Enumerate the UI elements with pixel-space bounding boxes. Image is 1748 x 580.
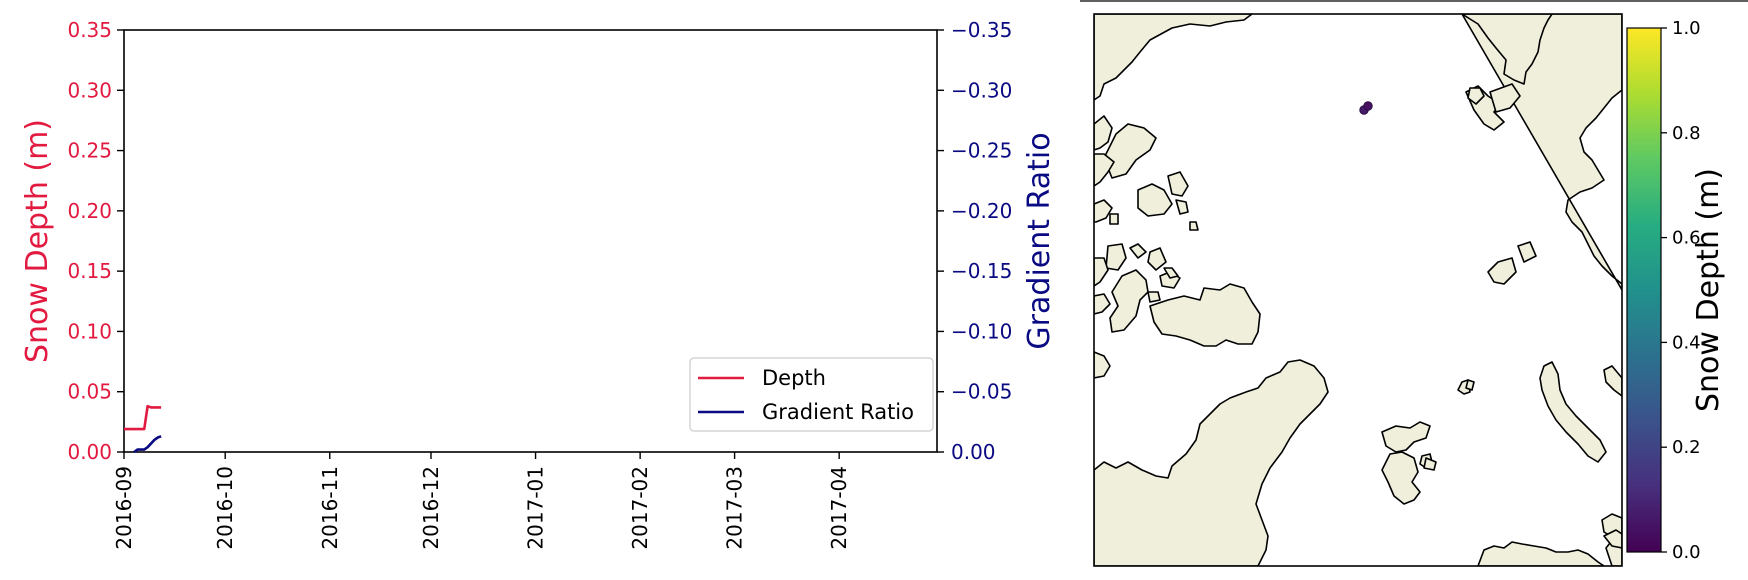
left-y-tick-label: 0.30	[67, 78, 112, 102]
plot-frame	[123, 29, 938, 453]
land-island-l	[1094, 257, 1109, 287]
map-panel: 0.0 0.2 0.4 0.6 0.8 1.0 Snow Depth (m)	[1080, 0, 1748, 567]
series-line-depth	[124, 404, 162, 431]
land-severnaya	[1487, 257, 1517, 285]
colorbar-label: Snow Depth (m)	[1691, 168, 1726, 412]
land-scandinavia	[1477, 541, 1605, 566]
right-y-tick-label: −0.30	[951, 78, 1012, 102]
land-ellesmere	[1103, 123, 1157, 179]
map-frame	[1093, 13, 1623, 567]
colorbar-tick-label: 0.0	[1672, 542, 1701, 563]
land-yamal	[1603, 365, 1622, 397]
right-y-tick-label: −0.35	[951, 18, 1012, 42]
land-svalbard-b	[1381, 451, 1421, 505]
x-tick-label: 2017-01	[524, 466, 548, 550]
colorbar-tick-label: 0.4	[1672, 332, 1701, 353]
land-new-siberian	[1517, 241, 1537, 263]
land-island-h	[1147, 247, 1167, 271]
legend-gradient-label: Gradient Ratio	[762, 400, 914, 424]
left-y-axis: 0.00 0.05 0.10 0.15 0.20 0.25 0.30 0.35	[67, 18, 124, 464]
x-tick-label: 2016-09	[112, 466, 136, 550]
x-tick-label: 2017-04	[827, 466, 851, 550]
x-tick-label: 2017-03	[723, 466, 747, 550]
left-y-tick-label: 0.25	[67, 139, 112, 163]
land-island-b	[1167, 171, 1189, 197]
land-island-j	[1163, 267, 1179, 279]
legend-depth-label: Depth	[762, 366, 826, 390]
y2-axis-label: Gradient Ratio	[1022, 132, 1057, 349]
land-bering-island	[1489, 83, 1521, 113]
buoy-point	[1363, 101, 1373, 111]
land-island-k	[1147, 291, 1161, 303]
land-small-island-d	[1465, 379, 1475, 391]
land-island-c	[1175, 199, 1189, 215]
left-y-tick-label: 0.05	[67, 380, 112, 404]
colorbar: 0.0 0.2 0.4 0.6 0.8 1.0 Snow Depth (m)	[1626, 18, 1726, 563]
land-iceland	[1381, 421, 1431, 453]
legend: Depth Gradient Ratio	[689, 357, 934, 432]
y-axis-label: Snow Depth (m)	[20, 119, 55, 363]
land-north-america-east	[1461, 14, 1622, 291]
land-island-e	[1094, 199, 1113, 223]
land-white-sea	[1603, 529, 1622, 549]
right-y-tick-label: −0.15	[951, 259, 1012, 283]
x-tick-label: 2016-10	[213, 466, 237, 550]
land-victoria	[1109, 269, 1149, 333]
colorbar-gradient	[1626, 27, 1662, 553]
timeseries-panel: 0.00 0.05 0.10 0.15 0.20 0.25 0.30 0.35 0.00 −0.…	[20, 18, 1057, 550]
land-small-island-a	[1467, 87, 1485, 105]
land-north-america	[1094, 351, 1111, 379]
land-island-m	[1094, 293, 1111, 315]
colorbar-ticks: 0.0 0.2 0.4 0.6 0.8 1.0	[1661, 18, 1701, 563]
legend-box	[689, 357, 934, 432]
left-y-tick-label: 0.20	[67, 199, 112, 223]
left-y-tick-label: 0.10	[67, 319, 112, 343]
right-y-tick-label: −0.10	[951, 319, 1012, 343]
colorbar-tick-label: 0.8	[1672, 123, 1701, 144]
land-devon	[1094, 153, 1115, 187]
colorbar-tick-label: 0.2	[1672, 437, 1701, 458]
series-lines	[124, 404, 162, 453]
land-siberia	[1094, 14, 1253, 101]
land-baffin	[1149, 283, 1261, 347]
land-small-island-b	[1423, 457, 1437, 471]
land-island-f	[1109, 213, 1119, 225]
land-island-g	[1129, 243, 1147, 259]
map-points	[1359, 101, 1373, 115]
x-tick-label: 2016-12	[419, 466, 443, 550]
left-y-tick-label: 0.00	[67, 440, 112, 464]
map-land	[1094, 14, 1622, 566]
x-tick-label: 2017-02	[628, 466, 652, 550]
right-y-tick-label: 0.00	[951, 440, 996, 464]
right-y-axis: 0.00 −0.05 −0.10 −0.15 −0.20 −0.25 −0.30 −0.35	[937, 18, 1012, 464]
land-island-d	[1189, 221, 1199, 231]
colorbar-tick-label: 1.0	[1672, 18, 1701, 39]
right-y-tick-label: −0.05	[951, 380, 1012, 404]
land-axel-heiberg	[1094, 115, 1113, 151]
colorbar-tick-label: 0.6	[1672, 228, 1701, 249]
land-island-a	[1137, 183, 1173, 217]
land-greenland	[1094, 359, 1329, 566]
left-y-tick-label: 0.35	[67, 18, 112, 42]
left-y-tick-label: 0.15	[67, 259, 112, 283]
land-novaya-zemlya	[1539, 361, 1607, 463]
right-y-tick-label: −0.25	[951, 139, 1012, 163]
land-alaska-upper	[1461, 14, 1553, 85]
right-y-tick-label: −0.20	[951, 199, 1012, 223]
x-tick-label: 2016-11	[318, 466, 342, 550]
series-line-gradient-ratio	[133, 435, 162, 453]
x-axis: 2016-09 2016-10 2016-11 2016-12 2017-01 2017-…	[112, 452, 851, 550]
